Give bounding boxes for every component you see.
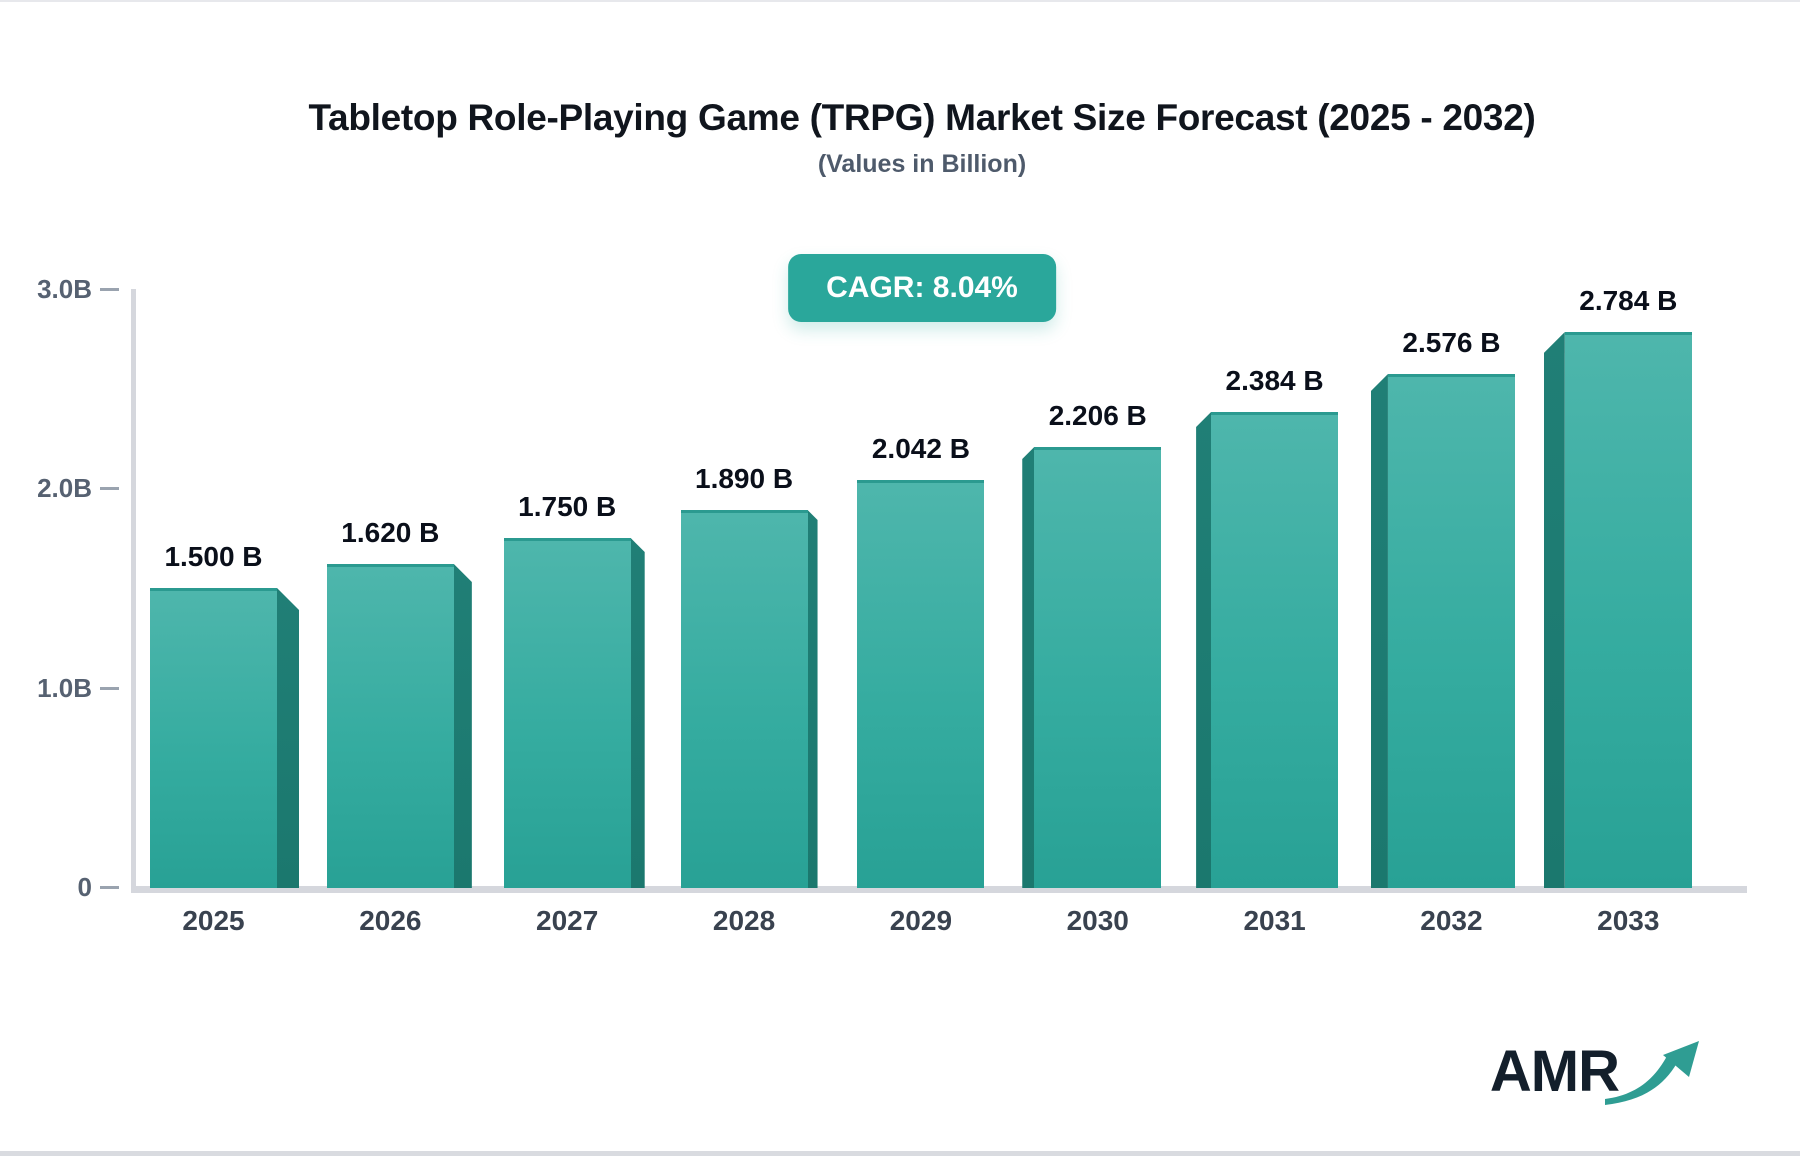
y-tick-label: 3.0B [37, 274, 92, 305]
y-tick-label: 0 [77, 872, 92, 902]
bar-side-2027 [630, 538, 645, 888]
x-tick-label-2031: 2031 [1243, 905, 1306, 936]
bar-value-label-2033: 2.784 B [1579, 285, 1678, 316]
bar-2029 [857, 480, 985, 888]
growth-arrow-icon [1605, 1035, 1705, 1116]
x-tick-label-2026: 2026 [359, 905, 422, 936]
bar-2026 [326, 564, 454, 888]
amr-logo: AMR [1490, 1035, 1705, 1110]
y-axis-line [131, 289, 136, 893]
x-axis-baseline [131, 886, 1747, 893]
x-tick-label-2030: 2030 [1066, 905, 1129, 936]
cagr-badge: CAGR: 8.04% [788, 254, 1056, 322]
x-tick-label-2033: 2033 [1597, 905, 1660, 936]
chart-title: Tabletop Role-Playing Game (TRPG) Market… [308, 97, 1536, 138]
bar-value-label-2027: 1.750 B [518, 491, 617, 522]
bar-side-2026 [453, 564, 472, 888]
amr-logo-text: AMR [1489, 1039, 1620, 1104]
y-tick-label: 2.0B [37, 473, 92, 504]
bar-value-label-2032: 2.576 B [1402, 327, 1501, 358]
x-tick-label-2028: 2028 [712, 905, 776, 936]
bar-side-2030 [1022, 447, 1035, 888]
bar-value-label-2025: 1.500 B [164, 541, 263, 572]
chart-subtitle: (Values in Billion) [817, 150, 1027, 178]
bar-2028 [680, 510, 808, 888]
x-tick-label-2029: 2029 [889, 905, 953, 936]
x-tick-label-2025: 2025 [182, 905, 245, 936]
y-tick-dash [100, 886, 119, 889]
bar-2025 [150, 588, 277, 888]
y-tick-dash [100, 686, 119, 690]
bar-value-label-2030: 2.206 B [1048, 400, 1147, 431]
bar-2032 [1387, 374, 1515, 888]
bar-side-2025 [277, 588, 299, 888]
y-tick-dash [100, 288, 119, 292]
x-tick-label-2032: 2032 [1420, 905, 1483, 936]
bar-side-2028 [807, 510, 818, 888]
bar-value-label-2031: 2.384 B [1225, 365, 1324, 396]
bar-2027 [503, 538, 631, 888]
bar-2030 [1034, 447, 1162, 888]
bar-2033 [1564, 332, 1692, 888]
bar-value-label-2028: 1.890 B [695, 463, 794, 494]
bar-value-label-2026: 1.620 B [341, 517, 440, 548]
bar-2031 [1211, 412, 1339, 888]
bar-value-label-2029: 2.042 B [871, 433, 970, 464]
x-tick-label-2027: 2027 [536, 905, 599, 936]
y-tick-label: 1.0B [37, 672, 92, 703]
bar-side-2033 [1543, 332, 1565, 888]
y-tick-dash [100, 487, 119, 491]
bar-side-2031 [1196, 412, 1212, 888]
bar-side-2032 [1370, 374, 1388, 888]
